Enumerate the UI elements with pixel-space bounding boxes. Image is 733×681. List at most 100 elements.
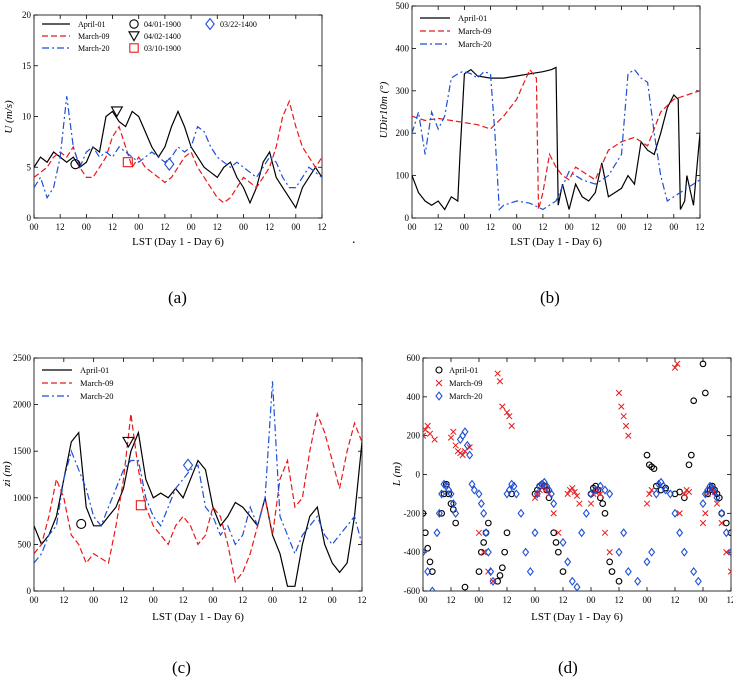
x-tick-label: 12	[298, 595, 307, 605]
point-april-01	[498, 564, 506, 572]
x-tick-label: 00	[291, 222, 301, 232]
x-tick-label: 00	[460, 222, 470, 232]
legend-entry: March-20	[78, 44, 110, 53]
x-tick-label: 12	[503, 595, 512, 605]
point-march-20	[423, 547, 427, 557]
x-axis-label: LST (Day 1 - Day 6)	[531, 611, 623, 623]
point-march-20	[596, 481, 604, 491]
point-march-20	[466, 450, 474, 460]
y-tick-label: 400	[407, 392, 421, 402]
chart-c: 0 500 1000 1500 2000 2500 00 12 00 12 00 12 00 12 00 12…	[1, 353, 367, 623]
point-march-20	[463, 440, 471, 450]
x-tick-label: 00	[239, 222, 249, 232]
point-march-20	[573, 582, 581, 591]
x-tick-label: 12	[696, 222, 705, 232]
y-tick-label: 2500	[13, 353, 32, 363]
point-april-01	[503, 529, 511, 537]
x-tick-label: 00	[208, 595, 218, 605]
point-march-09	[615, 389, 623, 397]
y-tick-label: 15	[22, 61, 32, 71]
point-march-20	[435, 508, 443, 518]
series-line-april-01	[412, 66, 700, 211]
point-march-09	[622, 422, 630, 430]
point-march-09	[674, 360, 681, 367]
legend: April-01 March-09 March-20	[420, 13, 492, 49]
point-april-01	[687, 451, 695, 459]
legend: April-01 March-09 March-20 04/01-1900 04/02-…	[42, 17, 257, 53]
x-tick-label: 12	[119, 595, 128, 605]
panel-label-d: (d)	[558, 658, 578, 677]
series-line-march-20	[412, 68, 700, 211]
point-march-20	[652, 489, 660, 499]
point-april-01	[554, 548, 562, 556]
point-march-09	[431, 436, 438, 443]
y-tick-label: 500	[18, 539, 32, 549]
point-march-09	[475, 529, 483, 536]
legend-entry: March-20	[458, 39, 492, 49]
point-april-01	[650, 465, 658, 473]
point-march-20	[536, 481, 544, 491]
legend-entry: March-09	[449, 378, 483, 388]
point-april-01	[447, 500, 455, 507]
y-tick-label: 400	[396, 43, 410, 53]
point-march-09	[620, 413, 627, 420]
x-tick-label: 12	[486, 222, 495, 232]
point-march-20	[477, 499, 485, 509]
point-april-01	[494, 577, 502, 585]
point-march-20	[559, 537, 567, 548]
point-march-20	[582, 508, 590, 518]
event-marker	[164, 157, 175, 171]
point-march-20	[433, 528, 441, 538]
plot-frame	[411, 5, 701, 219]
point-april-01	[727, 529, 731, 537]
point-march-20	[449, 499, 457, 509]
point-march-20	[671, 508, 679, 518]
y-tick-label: 1000	[13, 493, 32, 503]
x-tick-label: 00	[475, 595, 485, 605]
point-april-01	[599, 500, 607, 507]
point-march-09	[606, 549, 613, 556]
point-march-09	[506, 413, 513, 420]
x-tick-label: 12	[265, 222, 274, 232]
x-tick-label: 00	[669, 222, 679, 232]
point-march-20	[727, 547, 731, 557]
chart-a: 0 5 10 15 20 00 12 00 12 00 12 00 12 00 12 00 12 LST (Day…	[3, 10, 327, 248]
point-march-09	[618, 403, 625, 410]
point-march-09	[423, 432, 427, 439]
point-april-01	[496, 572, 504, 579]
y-tick-label: -400	[404, 547, 421, 557]
legend: April-01 March-09 March-20	[435, 365, 483, 401]
point-march-09	[597, 490, 604, 498]
x-tick-label: 12	[615, 595, 624, 605]
y-tick-label: 200	[407, 431, 421, 441]
point-march-09	[447, 434, 455, 441]
point-march-20	[489, 576, 497, 586]
point-march-20	[480, 508, 488, 518]
point-march-20	[694, 576, 702, 586]
y-tick-label: 20	[22, 10, 32, 20]
point-march-20	[468, 479, 476, 489]
panel-label-a: (a)	[168, 288, 187, 307]
y-tick-label: 300	[396, 86, 410, 96]
point-march-09	[587, 500, 595, 507]
y-tick-label: 0	[405, 213, 410, 223]
x-axis-label: LST (Day 1 - Day 6)	[132, 236, 224, 248]
point-april-01	[722, 519, 730, 527]
x-tick-label: 12	[238, 595, 247, 605]
point-march-20	[452, 508, 460, 518]
point-april-01	[596, 494, 604, 502]
y-axis-label: L (m)	[391, 462, 403, 487]
point-april-01	[606, 558, 614, 566]
point-march-09	[676, 510, 683, 517]
x-tick-label: 00	[30, 595, 40, 605]
y-tick-label: 600	[407, 353, 421, 363]
chart-d: -600 -400 -200 0 200 400 600 00 12 00 12 00 12 00 12 00…	[391, 353, 733, 623]
y-tick-label: -600	[404, 586, 421, 596]
point-march-09	[718, 519, 725, 527]
panel-label-b: (b)	[540, 288, 560, 307]
point-april-01	[550, 529, 558, 537]
point-march-20	[643, 557, 651, 567]
point-march-09	[555, 529, 562, 536]
x-tick-label: 00	[565, 222, 575, 232]
x-tick-label: 00	[82, 222, 92, 232]
